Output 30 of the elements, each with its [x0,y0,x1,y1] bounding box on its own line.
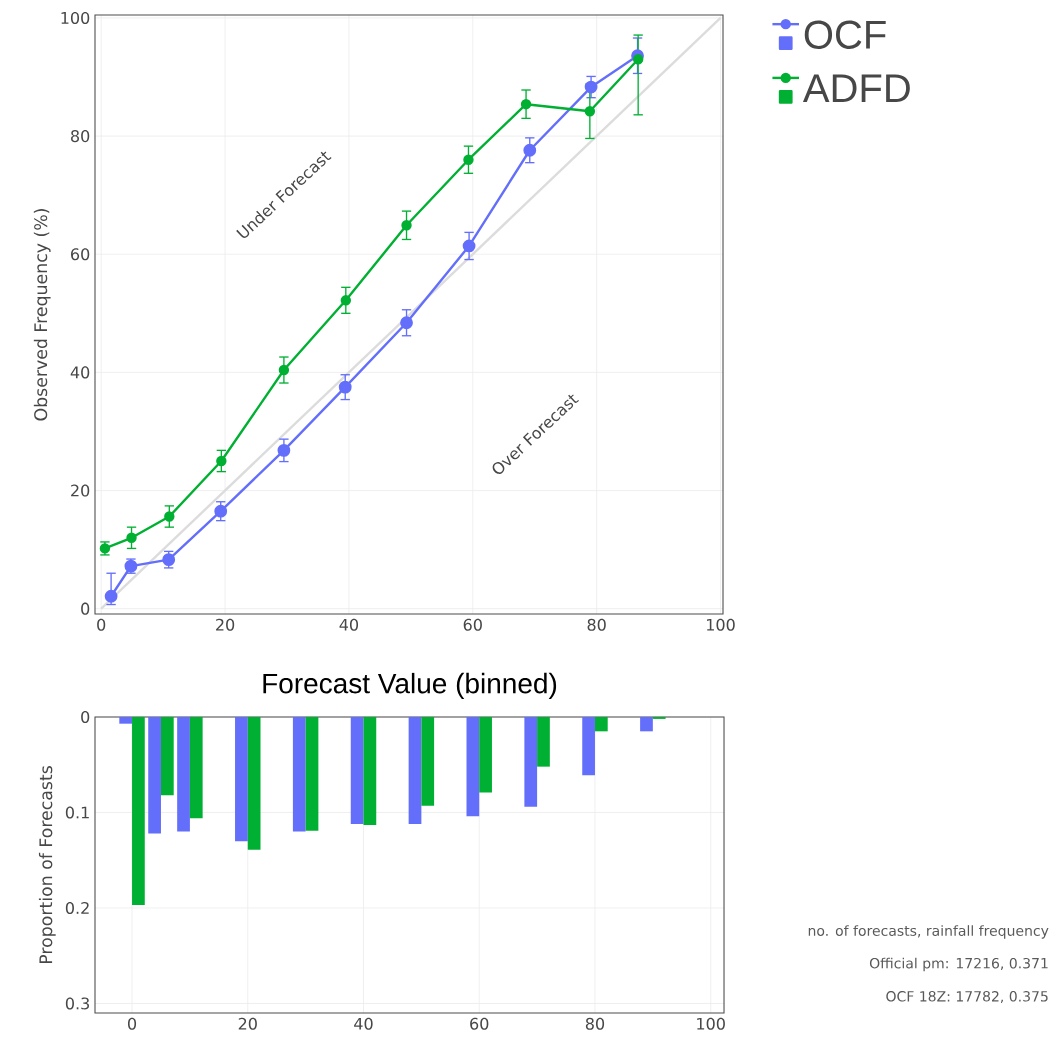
x-tick-label: 60 [470,1017,489,1030]
legend-label: ADFD [802,74,910,103]
y-tick-label: 40 [70,366,90,379]
y-tick-label: 20 [71,484,90,497]
text: OCF 18Z: 17782, 0.375 [886,991,1048,1004]
x-tick-label: 0 [97,618,106,631]
x-tick-label: 0 [127,1017,137,1030]
y-axis-title: Proportion of Forecasts [38,766,56,964]
x-tick-label: 80 [585,1017,605,1030]
x-tick-label: 100 [707,618,735,631]
legend-label: OCF [804,20,886,49]
y-axis-title: Observed Frequency (%) [33,209,51,421]
text: Official pm: 17216, 0.371 [869,957,1048,972]
x-tick-label: 100 [697,1017,725,1030]
y-tick-label: 0.2 [65,901,89,915]
y-tick-label: 0.1 [65,806,89,819]
y-tick-label: 0.3 [65,997,89,1010]
x-tick-label: 20 [216,618,235,631]
y-tick-label: 0 [81,710,90,724]
y-tick-label: 100 [61,11,90,24]
chart-title: Forecast Value (binned) [263,672,557,699]
x-tick-label: 80 [587,618,606,631]
x-tick-label: 40 [354,1017,373,1030]
y-tick-label: 0 [81,602,90,615]
text: no. of forecasts, rainfall frequency [808,925,1049,939]
y-tick-label: 60 [71,248,90,261]
x-tick-label: 20 [238,1017,257,1030]
x-tick-label: 60 [463,618,482,631]
x-tick-label: 40 [339,618,359,631]
y-tick-label: 80 [71,130,90,143]
